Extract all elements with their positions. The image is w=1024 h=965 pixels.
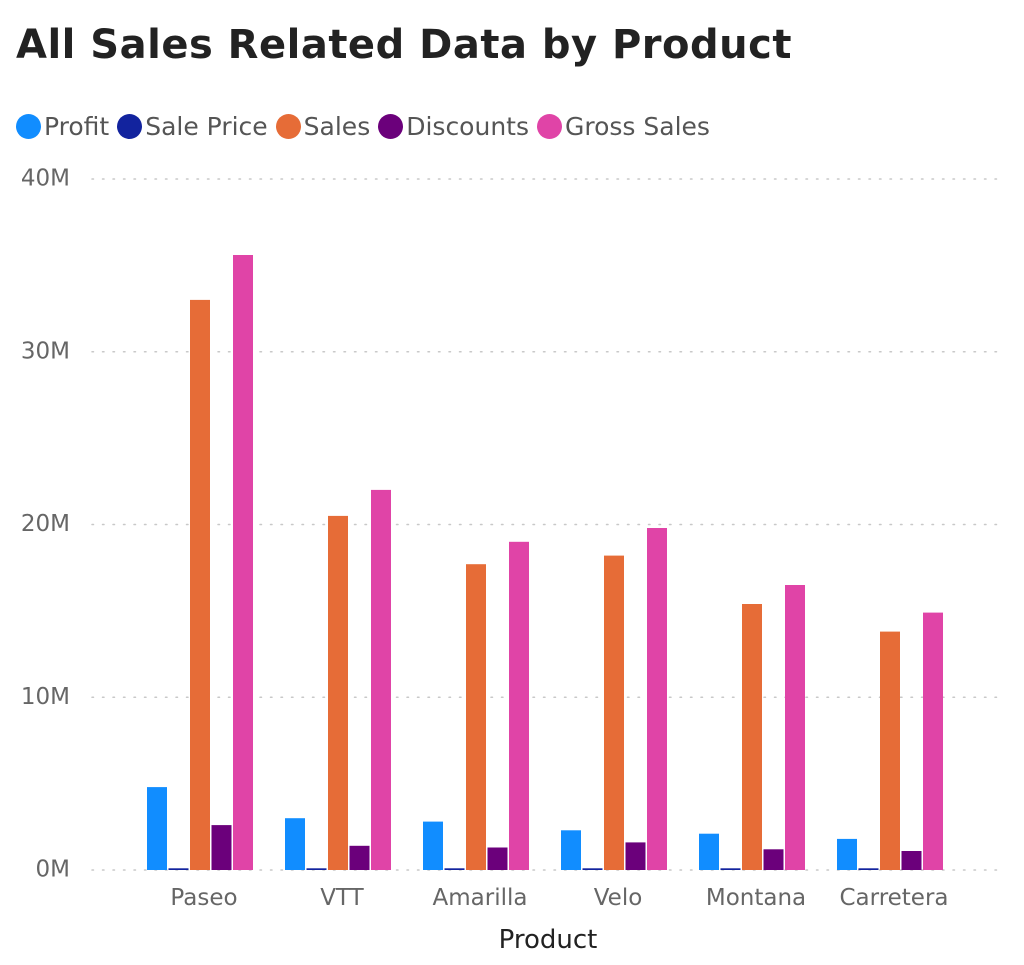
bar-sales-carretera[interactable] xyxy=(880,631,900,870)
x-axis-title: Product xyxy=(499,925,598,955)
bar-gross-sales-amarilla[interactable] xyxy=(509,541,529,870)
bar-sales-paseo[interactable] xyxy=(190,299,210,870)
legend-item-sales[interactable]: Sales xyxy=(275,111,371,141)
bar-sales-montana[interactable] xyxy=(742,604,762,870)
legend-item-discounts[interactable]: Discounts xyxy=(378,112,529,141)
bar-sale-price-velo[interactable] xyxy=(582,868,603,870)
bar-profit-velo[interactable] xyxy=(561,830,581,870)
legend-swatch-profit xyxy=(16,113,41,139)
legend-label-profit: Profit xyxy=(44,111,110,141)
y-tick-label-30m: 30M xyxy=(21,338,70,364)
bar-profit-montana[interactable] xyxy=(699,833,719,870)
x-tick-label-vtt: VTT xyxy=(320,885,364,911)
bar-sale-price-paseo[interactable] xyxy=(168,868,189,870)
bar-gross-sales-velo[interactable] xyxy=(647,528,667,870)
bar-sale-price-vtt[interactable] xyxy=(306,868,327,870)
bar-sales-velo[interactable] xyxy=(604,555,624,870)
legend: Profit Sale Price Sales Discounts Gross Sale… xyxy=(16,106,718,146)
x-tick-label-amarilla: Amarilla xyxy=(433,885,528,911)
x-tick-label-carretera: Carretera xyxy=(839,885,948,911)
bar-profit-vtt[interactable] xyxy=(285,818,305,870)
bar-gross-sales-montana[interactable] xyxy=(785,585,805,870)
legend-item-sale-price[interactable]: Sale Price xyxy=(117,111,268,141)
legend-swatch-sales xyxy=(275,113,301,139)
bar-gross-sales-paseo[interactable] xyxy=(233,255,253,870)
legend-swatch-gross-sales xyxy=(537,113,562,139)
y-tick-label-40m: 40M xyxy=(21,166,70,192)
bar-sales-vtt[interactable] xyxy=(328,515,348,870)
bar-discounts-carretera[interactable] xyxy=(901,851,922,870)
bar-sales-amarilla[interactable] xyxy=(466,564,486,870)
y-tick-label-10m: 10M xyxy=(21,684,70,710)
legend-swatch-sale-price xyxy=(117,113,143,139)
bar-discounts-amarilla[interactable] xyxy=(487,847,508,871)
bar-sale-price-montana[interactable] xyxy=(720,868,741,870)
legend-label-sales: Sales xyxy=(303,111,371,141)
bar-discounts-montana[interactable] xyxy=(763,849,784,870)
legend-swatch-discounts xyxy=(378,113,404,139)
bar-profit-paseo[interactable] xyxy=(147,787,167,870)
bar-profit-amarilla[interactable] xyxy=(423,821,443,870)
bar-profit-carretera[interactable] xyxy=(837,838,857,870)
x-tick-label-paseo: Paseo xyxy=(170,885,237,911)
bar-discounts-vtt[interactable] xyxy=(349,845,370,870)
bar-sale-price-carretera[interactable] xyxy=(858,868,879,870)
legend-item-profit[interactable]: Profit xyxy=(16,112,109,141)
x-tick-label-velo: Velo xyxy=(594,885,643,911)
legend-label-discounts: Discounts xyxy=(406,111,529,141)
bar-sale-price-amarilla[interactable] xyxy=(444,868,465,870)
y-tick-label-20m: 20M xyxy=(21,511,70,537)
x-tick-label-montana: Montana xyxy=(706,885,806,911)
chart-title: All Sales Related Data by Product xyxy=(16,22,792,68)
bar-discounts-velo[interactable] xyxy=(625,842,646,870)
bar-gross-sales-vtt[interactable] xyxy=(371,489,391,870)
y-tick-label-0m: 0M xyxy=(36,857,70,883)
legend-label-gross-sales: Gross Sales xyxy=(565,111,710,141)
legend-item-gross-sales[interactable]: Gross Sales xyxy=(537,112,710,141)
bar-gross-sales-carretera[interactable] xyxy=(923,612,943,870)
legend-label-sale-price: Sale Price xyxy=(145,111,268,141)
bar-discounts-paseo[interactable] xyxy=(211,825,232,870)
